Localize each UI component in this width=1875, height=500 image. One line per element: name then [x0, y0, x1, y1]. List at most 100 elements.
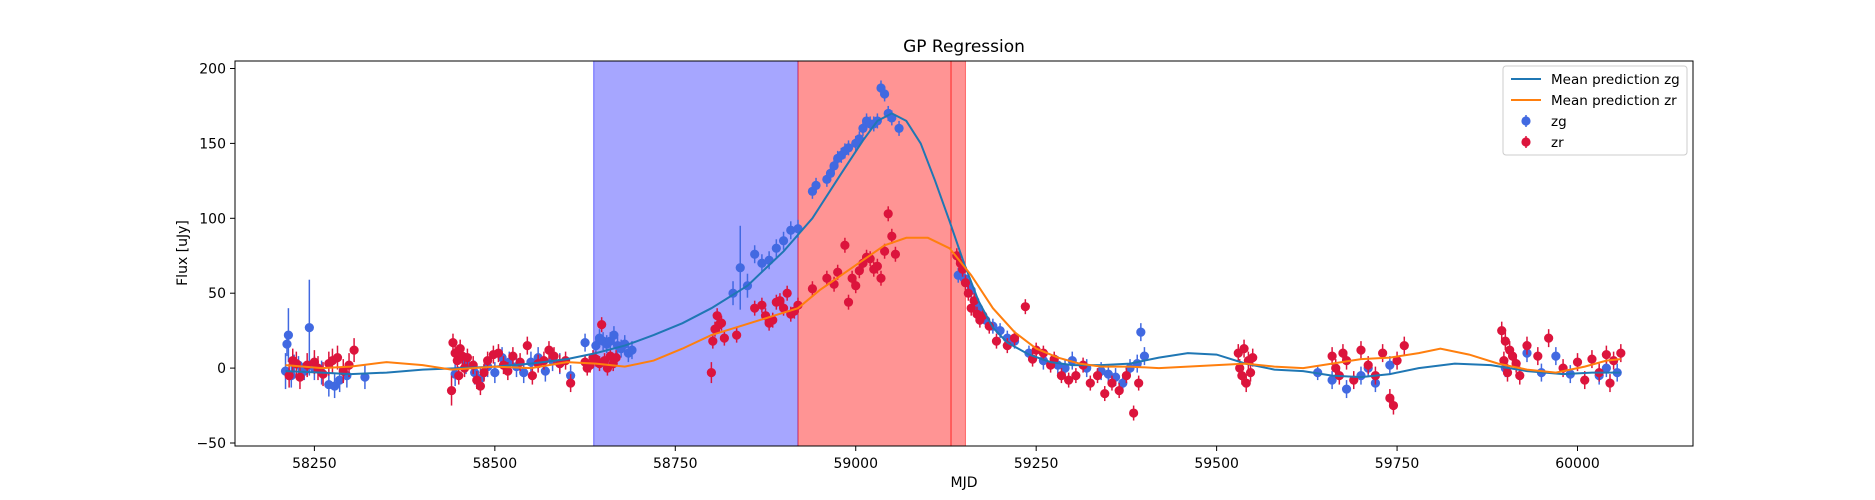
- data-point: [876, 273, 886, 283]
- data-point: [1136, 327, 1146, 337]
- data-point: [566, 378, 576, 388]
- data-point: [880, 246, 890, 256]
- plot-frame: [234, 60, 1694, 447]
- data-point: [1092, 370, 1103, 381]
- data-point: [1338, 348, 1348, 358]
- data-point: [1388, 400, 1399, 411]
- data-point: [1399, 341, 1409, 351]
- data-point: [1129, 408, 1139, 418]
- data-point: [872, 261, 882, 271]
- data-point: [519, 367, 529, 378]
- data-point: [454, 370, 464, 381]
- series-zr: [284, 206, 1626, 421]
- legend-label: Mean prediction zr: [1551, 93, 1677, 109]
- data-point: [1085, 378, 1095, 388]
- data-point: [1020, 302, 1030, 312]
- data-point: [858, 123, 868, 134]
- y-axis-title: Flux [uJy]: [175, 220, 191, 286]
- legend: Mean prediction zg Mean prediction zr zg zr: [1502, 65, 1688, 156]
- data-point: [706, 367, 716, 378]
- data-point: [1515, 370, 1525, 381]
- data-point: [1601, 363, 1611, 373]
- data-point: [786, 225, 796, 235]
- data-point: [1245, 367, 1256, 378]
- data-point: [1500, 336, 1510, 346]
- data-point: [475, 381, 486, 391]
- data-point: [1121, 370, 1132, 381]
- data-point: [991, 336, 1002, 346]
- data-point: [490, 367, 500, 378]
- data-point: [448, 338, 458, 348]
- data-point: [719, 333, 729, 343]
- data-point: [764, 255, 774, 265]
- y-tick-label: 150: [199, 136, 226, 152]
- y-tick-label: 100: [199, 211, 226, 227]
- data-point: [822, 273, 832, 283]
- data-point: [1239, 344, 1249, 354]
- data-point: [332, 353, 343, 363]
- data-point: [887, 231, 897, 241]
- data-point: [757, 258, 767, 268]
- data-point: [1363, 360, 1373, 370]
- data-point: [1327, 375, 1337, 385]
- data-point: [768, 315, 778, 325]
- data-point: [1248, 353, 1258, 363]
- data-point: [1580, 375, 1590, 385]
- legend-label: zr: [1551, 135, 1564, 151]
- data-point: [960, 278, 971, 288]
- y-tick-label: 0: [217, 361, 226, 377]
- data-point: [771, 243, 781, 253]
- data-point: [1544, 333, 1554, 343]
- data-point: [360, 372, 370, 382]
- x-tick-label: 59500: [1194, 456, 1239, 472]
- data-point: [807, 284, 818, 294]
- data-point: [284, 370, 294, 381]
- data-point: [825, 168, 836, 178]
- data-point: [1378, 348, 1388, 358]
- data-point: [1114, 385, 1124, 396]
- data-point: [1071, 370, 1081, 381]
- data-point: [708, 336, 718, 346]
- data-point: [1392, 356, 1402, 366]
- x-tick-label: 60000: [1555, 456, 1600, 472]
- data-point: [1056, 370, 1067, 381]
- data-point: [1107, 378, 1117, 388]
- plot-series: [280, 80, 1626, 421]
- data-point: [1331, 363, 1341, 373]
- data-point: [591, 341, 601, 351]
- x-tick-label: 59750: [1375, 456, 1420, 472]
- data-point: [1134, 378, 1144, 388]
- data-point: [1139, 351, 1150, 361]
- data-point: [446, 385, 457, 396]
- data-point: [1064, 375, 1074, 385]
- data-point: [1009, 333, 1020, 343]
- data-point: [580, 338, 590, 348]
- data-point: [283, 330, 294, 340]
- data-point: [1587, 354, 1597, 364]
- data-point: [483, 356, 493, 366]
- data-point: [493, 348, 504, 358]
- data-point: [1237, 370, 1247, 381]
- data-point: [330, 381, 340, 391]
- y-tick-label: −50: [196, 436, 226, 452]
- data-point: [829, 161, 839, 171]
- data-point: [732, 330, 742, 340]
- y-axis-ticks: −50 0 50 100 150 200: [196, 61, 235, 452]
- data-point: [840, 240, 850, 250]
- x-tick-label: 59250: [1014, 456, 1059, 472]
- data-point: [349, 345, 359, 355]
- data-point: [540, 366, 550, 376]
- chart-title: GP Regression: [903, 37, 1025, 57]
- legend-label: zg: [1551, 114, 1567, 130]
- data-point: [1572, 357, 1583, 367]
- data-point: [1103, 369, 1113, 379]
- data-point: [1356, 345, 1366, 355]
- data-point: [716, 318, 727, 328]
- data-point: [1327, 351, 1337, 361]
- legend-box: [1502, 65, 1688, 156]
- data-point: [1601, 350, 1611, 360]
- data-point: [1385, 393, 1395, 403]
- data-point: [1551, 351, 1561, 361]
- data-point: [544, 345, 554, 355]
- data-point: [295, 372, 305, 382]
